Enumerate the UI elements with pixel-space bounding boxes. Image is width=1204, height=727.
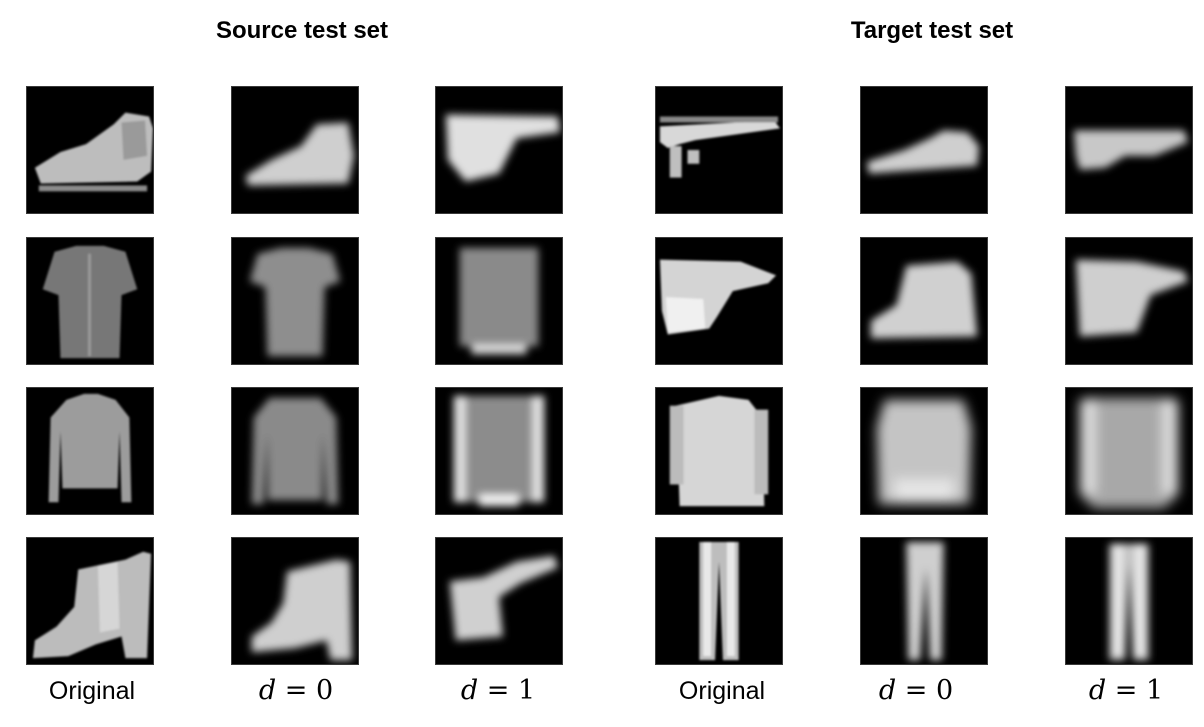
target-row1-original-sneaker: [655, 86, 783, 214]
target-row4-d1-trousers: [1065, 537, 1193, 665]
source-row4-d1-boot: [435, 537, 563, 665]
source-row1-d1-sneaker: [435, 86, 563, 214]
target-row2-d1-boot: [1065, 237, 1193, 365]
target-row3-original-pullover: [655, 387, 783, 515]
target-row3-d1-pullover: [1065, 387, 1193, 515]
source-row4-original-boot: [26, 537, 154, 665]
source-row2-original-tshirt: [26, 237, 154, 365]
target-row1-d1-sneaker: [1065, 86, 1193, 214]
target-row2-d0-boot: [860, 237, 988, 365]
target-col-label-d1: d = 1: [1088, 675, 1164, 706]
target-row1-d0-sneaker: [860, 86, 988, 214]
source-row2-d0-tshirt: [231, 237, 359, 365]
source-col-label-original: Original: [48, 677, 136, 705]
source-row2-d1-tshirt: [435, 237, 563, 365]
target-row4-d0-trousers: [860, 537, 988, 665]
source-panel-title: Source test set: [215, 17, 389, 44]
source-col-label-d0: d = 0: [258, 675, 334, 706]
target-row3-d0-pullover: [860, 387, 988, 515]
target-row4-original-trousers: [655, 537, 783, 665]
source-row4-d0-boot: [231, 537, 359, 665]
source-row1-d0-sneaker: [231, 86, 359, 214]
target-panel-title: Target test set: [850, 17, 1014, 44]
source-row3-original-pullover: [26, 387, 154, 515]
target-col-label-d0: d = 0: [878, 675, 954, 706]
source-col-label-d1: d = 1: [460, 675, 536, 706]
target-col-label-original: Original: [678, 677, 766, 705]
target-row2-original-boot: [655, 237, 783, 365]
source-row3-d1-pullover: [435, 387, 563, 515]
source-row3-d0-pullover: [231, 387, 359, 515]
source-row1-original-sneaker: [26, 86, 154, 214]
